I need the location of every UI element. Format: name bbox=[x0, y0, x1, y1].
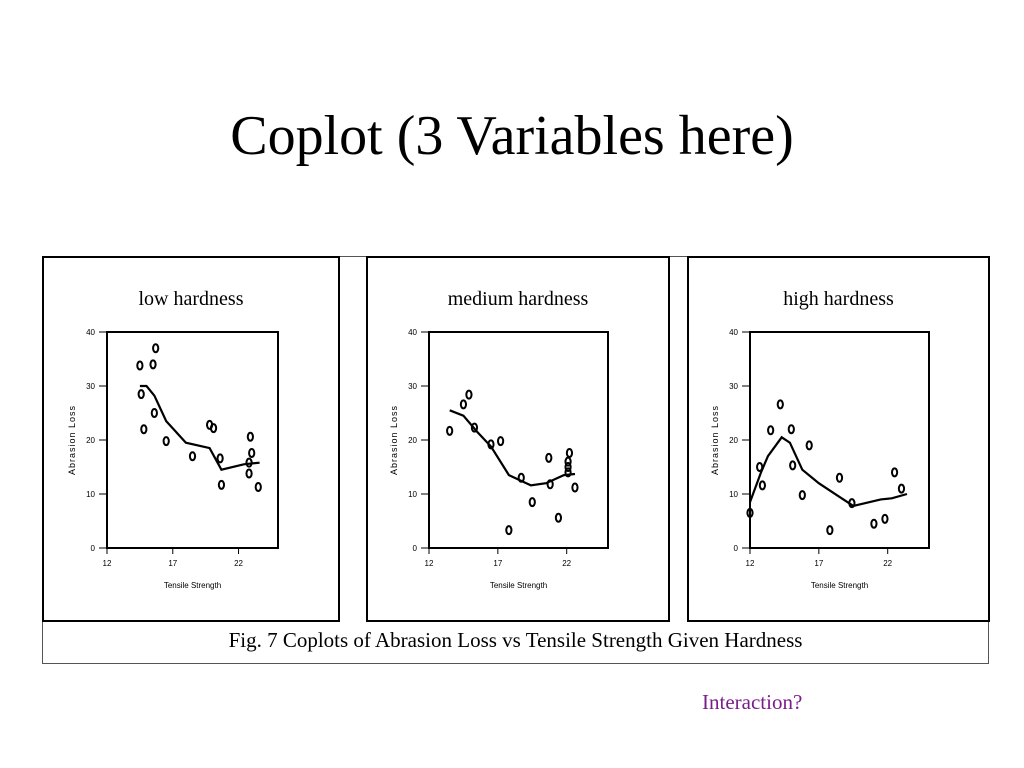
data-point bbox=[245, 468, 253, 479]
data-point bbox=[470, 422, 479, 433]
y-tick-label: 30 bbox=[729, 382, 738, 391]
data-point bbox=[798, 490, 806, 501]
y-tick-label: 40 bbox=[86, 328, 95, 337]
smooth-curve bbox=[748, 435, 908, 508]
data-point bbox=[545, 452, 553, 463]
y-tick-label: 0 bbox=[734, 544, 739, 553]
data-point bbox=[758, 480, 766, 491]
y-tick-label: 0 bbox=[413, 544, 418, 553]
figure-caption: Fig. 7 Coplots of Abrasion Loss vs Tensi… bbox=[228, 628, 803, 652]
y-tick-label: 30 bbox=[86, 382, 95, 391]
data-point bbox=[152, 343, 160, 354]
data-point bbox=[459, 399, 468, 410]
data-point bbox=[137, 389, 145, 400]
data-point bbox=[216, 453, 224, 464]
x-tick-label: 22 bbox=[883, 559, 892, 568]
y-tick-label: 10 bbox=[86, 490, 95, 499]
y-tick-label: 20 bbox=[729, 436, 738, 445]
y-tick-label: 30 bbox=[408, 382, 417, 391]
y-tick-label: 40 bbox=[408, 328, 417, 337]
data-point bbox=[505, 525, 513, 536]
x-tick-label: 12 bbox=[746, 559, 755, 568]
data-point bbox=[528, 497, 536, 508]
data-point bbox=[140, 424, 148, 435]
data-point bbox=[787, 424, 795, 435]
x-tick-label: 17 bbox=[493, 559, 502, 568]
y-axis-label: Abrasion Loss bbox=[67, 405, 77, 475]
data-point bbox=[564, 456, 572, 467]
data-point bbox=[835, 472, 844, 483]
panel-title: high hardness bbox=[783, 288, 894, 310]
scatter-plot-svg: 0 10 20 30 40 12 17 22 Tensile Strength Abrasion … bbox=[710, 328, 930, 590]
data-point bbox=[789, 460, 797, 471]
scatter-plot-svg: 0 10 20 30 40 12 17 22 Tensile Strength Abrasion … bbox=[389, 328, 609, 590]
data-point bbox=[162, 436, 170, 447]
data-point bbox=[209, 423, 218, 434]
data-point bbox=[217, 479, 226, 490]
y-tick-label: 10 bbox=[408, 490, 417, 499]
y-tick-label: 0 bbox=[91, 544, 96, 553]
data-point bbox=[246, 431, 254, 442]
data-point bbox=[564, 462, 572, 472]
data-point bbox=[571, 482, 579, 493]
smooth-curve bbox=[139, 384, 260, 471]
panel-title: medium hardness bbox=[447, 288, 589, 310]
y-tick-label: 20 bbox=[86, 436, 95, 445]
coplot-panel-low-hardness: low hardness 0 10 20 30 40 12 17 22 Tensile Stre… bbox=[42, 256, 340, 622]
x-tick-label: 22 bbox=[234, 559, 243, 568]
y-tick-label: 20 bbox=[408, 436, 417, 445]
x-tick-label: 12 bbox=[103, 559, 112, 568]
data-point bbox=[497, 436, 505, 447]
data-point bbox=[881, 513, 889, 524]
data-point bbox=[248, 447, 256, 458]
x-tick-label: 17 bbox=[168, 559, 177, 568]
scatter-plot-svg: 0 10 20 30 40 12 17 22 Tensile Strength Abrasion … bbox=[67, 328, 279, 590]
data-point bbox=[136, 360, 144, 371]
data-point bbox=[446, 425, 454, 436]
y-tick-label: 10 bbox=[729, 490, 738, 499]
data-point bbox=[150, 408, 158, 418]
data-point bbox=[149, 359, 157, 370]
data-point bbox=[805, 440, 813, 451]
y-axis-label: Abrasion Loss bbox=[389, 405, 399, 475]
data-point bbox=[564, 467, 572, 478]
x-axis-label: Tensile Strength bbox=[490, 581, 547, 590]
y-axis-label: Abrasion Loss bbox=[710, 405, 720, 475]
data-point bbox=[890, 467, 899, 478]
coplot-panel-high-hardness: high hardness 0 10 20 30 40 12 17 22 Tensile Str… bbox=[687, 256, 990, 622]
x-tick-label: 12 bbox=[425, 559, 434, 568]
data-point bbox=[776, 399, 784, 410]
y-tick-label: 40 bbox=[729, 328, 738, 337]
data-point bbox=[465, 389, 473, 400]
plot-frame bbox=[749, 331, 930, 549]
data-point bbox=[746, 507, 754, 518]
data-point bbox=[554, 512, 563, 523]
slide-title: Coplot (3 Variables here) bbox=[230, 105, 794, 167]
x-axis-label: Tensile Strength bbox=[164, 581, 221, 590]
data-point bbox=[565, 447, 574, 458]
data-point bbox=[767, 425, 775, 436]
x-tick-label: 17 bbox=[814, 559, 823, 568]
plot-frame bbox=[428, 331, 609, 549]
x-axis-label: Tensile Strength bbox=[811, 581, 868, 590]
x-tick-label: 22 bbox=[562, 559, 571, 568]
data-point bbox=[188, 451, 197, 462]
data-point bbox=[826, 525, 834, 536]
data-point bbox=[897, 483, 906, 494]
interaction-note: Interaction? bbox=[702, 690, 803, 714]
data-point bbox=[254, 481, 262, 492]
panel-title: low hardness bbox=[138, 288, 244, 310]
coplot-panel-medium-hardness: medium hardness 0 10 20 30 40 12 17 22 Tensile S… bbox=[366, 256, 670, 622]
smooth-curve bbox=[449, 409, 576, 487]
data-point bbox=[870, 518, 878, 529]
